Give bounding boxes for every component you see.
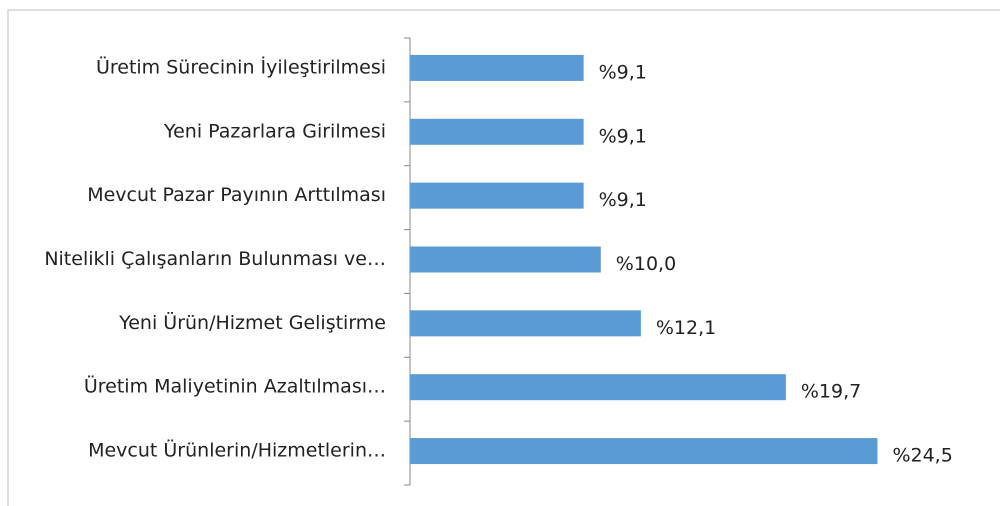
value-label: %24,5 bbox=[892, 445, 952, 467]
bar bbox=[410, 182, 584, 209]
bar bbox=[410, 246, 601, 273]
value-label: %9,1 bbox=[599, 189, 647, 211]
category-label: Mevcut Ürünlerin/Hizmetlerin… bbox=[88, 439, 386, 462]
value-label: %9,1 bbox=[599, 125, 647, 147]
category-label: Yeni Pazarlara Girilmesi bbox=[163, 120, 386, 142]
category-label: Üretim Maliyetinin Azaltılması… bbox=[84, 375, 386, 398]
value-label: %12,1 bbox=[656, 317, 716, 339]
category-label: Nitelikli Çalışanların Bulunması ve… bbox=[44, 248, 386, 270]
bar bbox=[410, 54, 584, 81]
bar bbox=[410, 438, 878, 465]
category-label: Yeni Ürün/Hizmet Geliştirme bbox=[118, 311, 386, 334]
chart-frame bbox=[7, 9, 1000, 506]
value-label: %19,7 bbox=[801, 381, 861, 403]
value-label: %9,1 bbox=[599, 61, 647, 83]
bar bbox=[410, 374, 786, 401]
bar bbox=[410, 118, 584, 145]
bar bbox=[410, 310, 641, 337]
value-label: %10,0 bbox=[616, 253, 676, 275]
category-label: Üretim Sürecinin İyileştirilmesi bbox=[96, 55, 386, 78]
category-label: Mevcut Pazar Payının Arttılması bbox=[87, 184, 386, 206]
